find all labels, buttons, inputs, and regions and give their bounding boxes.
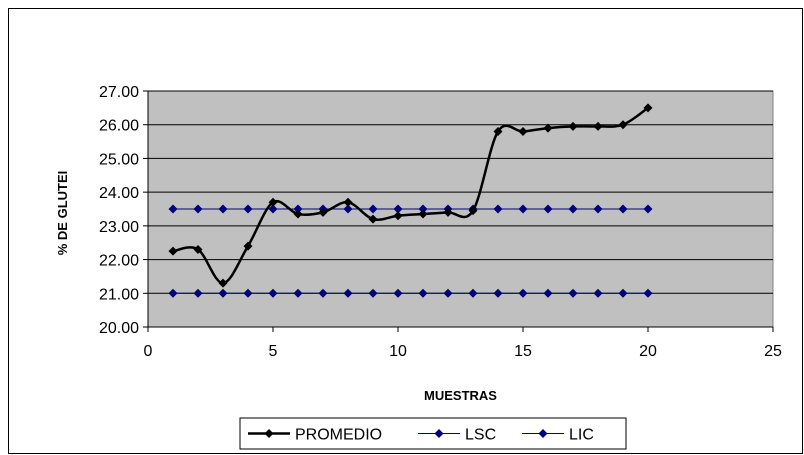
data-point-promedio: [543, 123, 553, 133]
data-point-promedio: [493, 126, 503, 136]
legend-swatch-marker: [434, 429, 444, 438]
data-point-promedio: [168, 246, 178, 256]
data-point-promedio: [368, 214, 378, 224]
data-point-lsc: [393, 204, 403, 214]
x-tick-label: 0: [144, 343, 153, 360]
data-point-lic: [418, 288, 428, 298]
series-lsc: [168, 204, 653, 214]
data-point-promedio: [268, 197, 278, 207]
y-tick-label: 22.00: [99, 253, 139, 270]
legend-swatch-marker: [264, 429, 274, 438]
y-tick-label: 20.00: [99, 320, 139, 337]
data-point-lic: [243, 288, 253, 298]
data-point-promedio: [568, 121, 578, 131]
series-promedio: [168, 103, 653, 288]
data-point-lsc: [418, 204, 428, 214]
data-point-promedio: [193, 244, 203, 254]
x-tick-label: 5: [269, 343, 278, 360]
data-point-lic: [493, 288, 503, 298]
y-axis-title: % DE GLUTEI: [55, 171, 70, 256]
data-point-promedio: [518, 126, 528, 136]
data-point-lic: [393, 288, 403, 298]
data-point-lsc: [293, 204, 303, 214]
x-axis-title: MUESTRAS: [424, 388, 497, 403]
legend-item-lic: LIC: [522, 427, 594, 444]
data-point-lic: [343, 288, 353, 298]
data-point-promedio: [218, 278, 228, 288]
x-tick-label: 10: [389, 343, 407, 360]
data-point-lic: [518, 288, 528, 298]
data-point-lsc: [543, 204, 553, 214]
x-tick-label: 15: [514, 343, 532, 360]
legend-label: LIC: [569, 427, 594, 444]
data-point-promedio: [468, 206, 478, 216]
axes: [147, 91, 773, 328]
data-point-lsc: [368, 204, 378, 214]
data-point-lsc: [268, 204, 278, 214]
data-point-lsc: [618, 204, 628, 214]
data-point-lsc: [518, 204, 528, 214]
data-point-lic: [318, 288, 328, 298]
data-point-promedio: [318, 207, 328, 217]
data-point-lsc: [343, 204, 353, 214]
data-point-lic: [218, 288, 228, 298]
data-point-lic: [643, 288, 653, 298]
y-axis-ticks: 20.00 21.00 22.00 23.00 24.00 25.00 26.00 27.00: [99, 84, 148, 337]
data-point-lic: [368, 288, 378, 298]
data-point-lsc: [643, 204, 653, 214]
data-point-lic: [268, 288, 278, 298]
gridlines: [148, 90, 773, 294]
series-layer: [168, 103, 653, 298]
legend-label: LSC: [465, 427, 496, 444]
legend-item-promedio: PROMEDIO: [248, 427, 382, 444]
data-point-lic: [443, 288, 453, 298]
y-tick-label: 23.00: [99, 219, 139, 236]
data-point-lic: [543, 288, 553, 298]
x-axis-ticks: 0 5 10 15 20 25: [144, 327, 782, 360]
data-point-lic: [168, 288, 178, 298]
y-tick-label: 27.00: [99, 84, 139, 101]
data-point-lsc: [493, 204, 503, 214]
data-point-lsc: [168, 204, 178, 214]
data-point-promedio: [593, 121, 603, 131]
data-point-lsc: [193, 204, 203, 214]
data-point-promedio: [243, 241, 253, 251]
legend: PROMEDIO LSC LIC: [239, 417, 627, 450]
y-tick-label: 26.00: [99, 118, 139, 135]
data-point-lsc: [568, 204, 578, 214]
data-point-lic: [468, 288, 478, 298]
x-tick-label: 20: [639, 343, 657, 360]
data-point-promedio: [643, 103, 653, 113]
data-point-promedio: [343, 197, 353, 207]
data-point-promedio: [618, 120, 628, 130]
data-point-lic: [618, 288, 628, 298]
data-point-lsc: [593, 204, 603, 214]
x-tick-label: 25: [764, 343, 782, 360]
y-tick-label: 25.00: [99, 151, 139, 168]
data-point-lsc: [243, 204, 253, 214]
y-tick-label: 21.00: [99, 286, 139, 303]
data-point-promedio: [293, 209, 303, 219]
y-tick-label: 24.00: [99, 185, 139, 202]
data-point-lic: [593, 288, 603, 298]
legend-item-lsc: LSC: [418, 427, 496, 444]
data-point-promedio: [443, 207, 453, 217]
data-point-lsc: [218, 204, 228, 214]
data-point-lic: [293, 288, 303, 298]
data-point-lic: [193, 288, 203, 298]
data-point-promedio: [393, 211, 403, 221]
series-lic: [168, 288, 653, 298]
data-point-lic: [568, 288, 578, 298]
legend-swatch-marker: [538, 429, 548, 438]
data-point-promedio: [418, 209, 428, 219]
legend-label: PROMEDIO: [295, 427, 382, 444]
